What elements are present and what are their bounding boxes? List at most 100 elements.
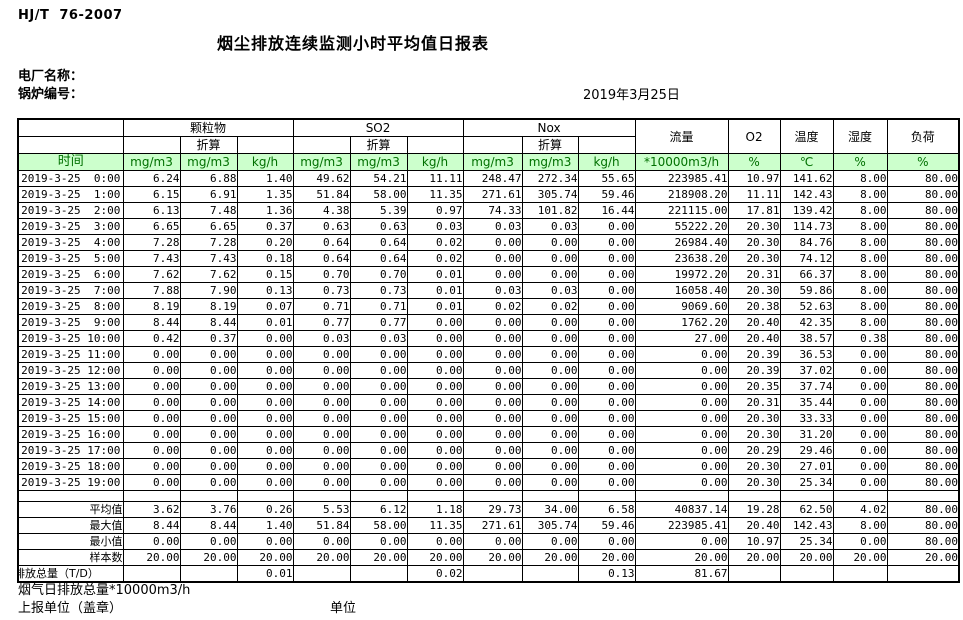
cell-value: 6.65 <box>179 218 238 235</box>
cell-value: 20.30 <box>727 218 781 235</box>
cell-value: 80.00 <box>886 298 960 315</box>
cell-time: 2019-3-25 15:00 <box>17 410 124 427</box>
cell-value: 80.00 <box>886 517 960 534</box>
cell-value: 31.20 <box>779 426 834 443</box>
cell-value: 0.00 <box>179 458 238 475</box>
cell-value: 8.00 <box>832 314 888 331</box>
table-row: 2019-3-25 5:00 7.43 7.43 0.18 0.64 0.64 0.02 0.… <box>17 250 960 267</box>
cell-value: 0.00 <box>577 474 636 491</box>
cell-value: 0.00 <box>406 346 464 363</box>
cell-value: 20.00 <box>462 549 523 566</box>
cell-value: 20.31 <box>727 394 781 411</box>
cell-value: 7.28 <box>122 234 181 251</box>
cell-value: 0.00 <box>634 442 729 459</box>
col-header-load: 负荷 <box>886 118 960 154</box>
cell-value: 0.00 <box>577 266 636 283</box>
cell-value: 20.00 <box>179 549 238 566</box>
cell-value: 0.00 <box>577 410 636 427</box>
cell-value: 1.36 <box>236 202 294 219</box>
cell-value: 272.34 <box>521 170 579 187</box>
cell-value: 0.02 <box>406 250 464 267</box>
cell-value: 0.00 <box>349 426 408 443</box>
cell-time: 2019-3-25 18:00 <box>17 458 124 475</box>
cell-value: 20.00 <box>577 549 636 566</box>
cell-value: 0.00 <box>634 362 729 379</box>
cell-value: 0.20 <box>236 234 294 251</box>
cell-value: 49.62 <box>292 170 351 187</box>
cell-value: 8.44 <box>122 314 181 331</box>
cell-value: 0.03 <box>521 218 579 235</box>
cell-value <box>349 565 408 583</box>
cell-value: 0.97 <box>406 202 464 219</box>
summary-label: 最大值 <box>17 517 124 534</box>
cell-value: 80.00 <box>886 346 960 363</box>
cell-value: 0.00 <box>462 234 523 251</box>
group-header-particulate: 颗粒物 <box>122 118 294 137</box>
cell-value: 8.00 <box>832 250 888 267</box>
cell-value: 0.00 <box>521 410 579 427</box>
cell-value: 0.03 <box>349 330 408 347</box>
cell-value: 0.00 <box>462 346 523 363</box>
summary-label: 样本数 <box>17 549 124 566</box>
cell-value: 1.18 <box>406 501 464 518</box>
cell-value: 0.00 <box>577 394 636 411</box>
cell-value: 5.39 <box>349 202 408 219</box>
cell-value: 139.42 <box>779 202 834 219</box>
cell-value: 1.40 <box>236 170 294 187</box>
cell-value: 0.00 <box>462 442 523 459</box>
cell-value: 0.01 <box>236 314 294 331</box>
table-row: 2019-3-25 7:00 7.88 7.90 0.13 0.73 0.73 0.01 0.… <box>17 282 960 299</box>
cell-value: 0.00 <box>521 362 579 379</box>
cell-value: 23638.20 <box>634 250 729 267</box>
table-row: 2019-3-25 2:00 6.13 7.48 1.36 4.38 5.39 0.97 74… <box>17 202 960 219</box>
cell-value: 0.00 <box>832 362 888 379</box>
cell-value: 0.00 <box>292 346 351 363</box>
cell-value: 26984.40 <box>634 234 729 251</box>
cell-value: 80.00 <box>886 410 960 427</box>
cell-value: 0.00 <box>577 218 636 235</box>
cell-value: 0.00 <box>122 394 181 411</box>
cell-value: 19972.20 <box>634 266 729 283</box>
cell-value: 0.00 <box>292 362 351 379</box>
summary-row: 最小值 0.00 0.00 0.00 0.00 0.00 0.00 0.00 0.00 0.00 0… <box>17 533 960 550</box>
cell-value: 80.00 <box>886 234 960 251</box>
unit-cell: mg/m3 <box>521 153 579 171</box>
cell-value: 0.00 <box>462 378 523 395</box>
unit-cell: mg/m3 <box>349 153 408 171</box>
cell-value: 0.00 <box>406 394 464 411</box>
cell-value: 0.00 <box>521 250 579 267</box>
cell-value: 0.00 <box>462 362 523 379</box>
cell-value <box>779 565 834 583</box>
cell-value: 0.00 <box>577 442 636 459</box>
cell-value: 0.00 <box>349 378 408 395</box>
cell-value: 0.00 <box>577 533 636 550</box>
cell-value: 7.90 <box>179 282 238 299</box>
cell-value: 0.73 <box>349 282 408 299</box>
cell-value: 59.46 <box>577 517 636 534</box>
unit-cell: mg/m3 <box>122 153 181 171</box>
cell-value: 141.62 <box>779 170 834 187</box>
cell-value: 0.00 <box>406 426 464 443</box>
cell-time: 2019-3-25 14:00 <box>17 394 124 411</box>
cell-time: 2019-3-25 5:00 <box>17 250 124 267</box>
cell-value: 0.00 <box>179 394 238 411</box>
cell-value: 20.39 <box>727 346 781 363</box>
cell-value: 80.00 <box>886 474 960 491</box>
unit-cell: % <box>886 153 960 171</box>
page-title: 烟尘排放连续监测小时平均值日报表 <box>217 34 490 53</box>
cell-value: 20.29 <box>727 442 781 459</box>
cell-value: 3.62 <box>122 501 181 518</box>
cell-value: 40837.14 <box>634 501 729 518</box>
cell-value: 6.13 <box>122 202 181 219</box>
cell-value: 0.00 <box>577 378 636 395</box>
cell-time: 2019-3-25 1:00 <box>17 186 124 203</box>
cell-value: 20.30 <box>727 474 781 491</box>
table-row: 2019-3-25 15:00 0.00 0.00 0.00 0.00 0.00 0.00 0… <box>17 410 960 427</box>
cell-value: 8.00 <box>832 517 888 534</box>
cell-value: 17.81 <box>727 202 781 219</box>
table-row: 2019-3-25 14:00 0.00 0.00 0.00 0.00 0.00 0.00 0… <box>17 394 960 411</box>
cell-value: 0.03 <box>406 218 464 235</box>
cell-value: 10.97 <box>727 533 781 550</box>
cell-blank <box>406 490 464 502</box>
